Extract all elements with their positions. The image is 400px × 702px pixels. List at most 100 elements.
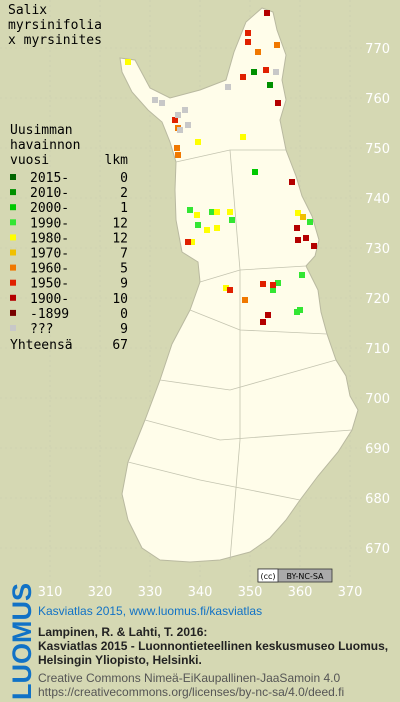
legend-label: ??? xyxy=(30,322,53,337)
badge-text: BY-NC-SA xyxy=(286,572,324,581)
occurrence-point xyxy=(242,297,248,303)
y-tick-label: 740 xyxy=(365,192,390,207)
x-tick-label: 340 xyxy=(188,585,213,600)
license-text: Creative Commons Nimeä-EiKaupallinen-Jaa… xyxy=(38,671,340,685)
occurrence-point xyxy=(125,59,131,65)
badge-text: (cc) xyxy=(260,572,275,581)
borders xyxy=(127,149,353,561)
occurrence-point xyxy=(303,235,309,241)
x-tick-label: 370 xyxy=(338,585,363,600)
occurrence-point xyxy=(273,69,279,75)
occurrence-point xyxy=(265,312,271,318)
occurrence-point xyxy=(214,209,220,215)
occurrence-point xyxy=(275,280,281,286)
occurrence-point xyxy=(300,214,306,220)
occurrence-point xyxy=(227,287,233,293)
y-tick-label: 760 xyxy=(365,92,390,107)
points xyxy=(125,10,317,325)
legend-swatch xyxy=(10,189,16,196)
citation: Lampinen, R. & Lahti, T. 2016: xyxy=(38,625,207,639)
region-border xyxy=(229,270,241,561)
occurrence-point xyxy=(264,10,270,16)
y-tick-label: 730 xyxy=(365,242,390,257)
occurrence-point xyxy=(174,145,180,151)
brand: LUOMUS xyxy=(7,583,37,700)
citation: Helsingin Yliopisto, Helsinki. xyxy=(38,653,202,667)
occurrence-point xyxy=(299,272,305,278)
occurrence-point xyxy=(270,282,276,288)
occurrence-point xyxy=(177,127,183,133)
occurrence-point xyxy=(255,49,261,55)
legend-total-label: Yhteensä xyxy=(10,338,73,353)
badge-cc xyxy=(257,568,279,583)
occurrence-point xyxy=(307,219,313,225)
occurrence-point xyxy=(227,209,233,215)
occurrence-point xyxy=(240,74,246,80)
y-tick-label: 690 xyxy=(365,442,390,457)
occurrence-point xyxy=(295,210,301,216)
legend-count: 12 xyxy=(112,216,128,231)
legend-count: 0 xyxy=(120,171,128,186)
occurrence-point xyxy=(245,39,251,45)
occurrence-point xyxy=(172,117,178,123)
occurrence-point xyxy=(185,122,191,128)
legend-swatch xyxy=(10,325,16,331)
y-tick-label: 720 xyxy=(365,292,390,307)
map-title: Salix xyxy=(8,3,47,18)
occurrence-point xyxy=(251,69,257,75)
legend-swatch xyxy=(10,264,16,271)
occurrence-point xyxy=(274,42,280,48)
legend-label: 1900- xyxy=(30,292,69,307)
occurrence-point xyxy=(195,139,201,145)
legend-label: 1950- xyxy=(30,277,69,292)
occurrence-point xyxy=(295,237,301,243)
occurrence-point xyxy=(214,225,220,231)
occurrence-point xyxy=(175,112,181,118)
y-tick-label: 750 xyxy=(365,142,390,157)
occurrence-point xyxy=(275,100,281,106)
occurrence-point xyxy=(294,225,300,231)
occurrence-point xyxy=(204,227,210,233)
occurrence-point xyxy=(189,239,195,245)
legend-title: Uusimman xyxy=(10,123,73,138)
y-tick-label: 700 xyxy=(365,392,390,407)
x-tick-label: 350 xyxy=(238,585,263,600)
legend-label: 1980- xyxy=(30,231,69,246)
occurrence-point xyxy=(185,239,191,245)
occurrence-point xyxy=(159,100,165,106)
region-border xyxy=(127,461,301,501)
legend-swatch xyxy=(10,279,16,286)
legend-label: -1899 xyxy=(30,307,69,322)
occurrence-point xyxy=(229,217,235,223)
occurrence-point xyxy=(209,209,215,215)
region-border xyxy=(229,149,241,271)
y-tick-label: 680 xyxy=(365,492,390,507)
footer-heading: Kasviatlas 2015, www.luomus.fi/kasviatla… xyxy=(38,604,262,618)
occurrence-point xyxy=(260,281,266,287)
occurrence-point xyxy=(195,222,201,228)
occurrence-point xyxy=(270,287,276,293)
occurrence-point xyxy=(267,82,273,88)
legend-count: 9 xyxy=(120,322,128,337)
x-tick-label: 330 xyxy=(138,585,163,600)
legend-label: 1990- xyxy=(30,216,69,231)
legend-swatch xyxy=(10,309,16,316)
legend-label: 2000- xyxy=(30,201,69,216)
citation: Kasviatlas 2015 - Luonnontieteellinen ke… xyxy=(38,639,388,653)
legend-label: 2015- xyxy=(30,171,69,186)
occurrence-point xyxy=(245,30,251,36)
legend: 2015- 0 2010- 2 2000- 1 1990- 12 1980- 12 1970- 7 19… xyxy=(10,171,128,337)
occurrence-point xyxy=(187,207,193,213)
legend-count: 7 xyxy=(120,247,128,262)
x-tick-label: 360 xyxy=(288,585,313,600)
legend-count: 10 xyxy=(112,292,128,307)
legend-swatch xyxy=(10,234,16,241)
license-badge: (cc) BY-NC-SA xyxy=(257,568,333,583)
occurrence-point xyxy=(240,134,246,140)
y-tick-label: 770 xyxy=(365,42,390,57)
license-url: https://creativecommons.org/licenses/by-… xyxy=(38,685,344,699)
map-title: myrsinifolia xyxy=(8,18,102,33)
region-border xyxy=(159,359,337,391)
map-title: x myrsinites xyxy=(8,33,102,48)
